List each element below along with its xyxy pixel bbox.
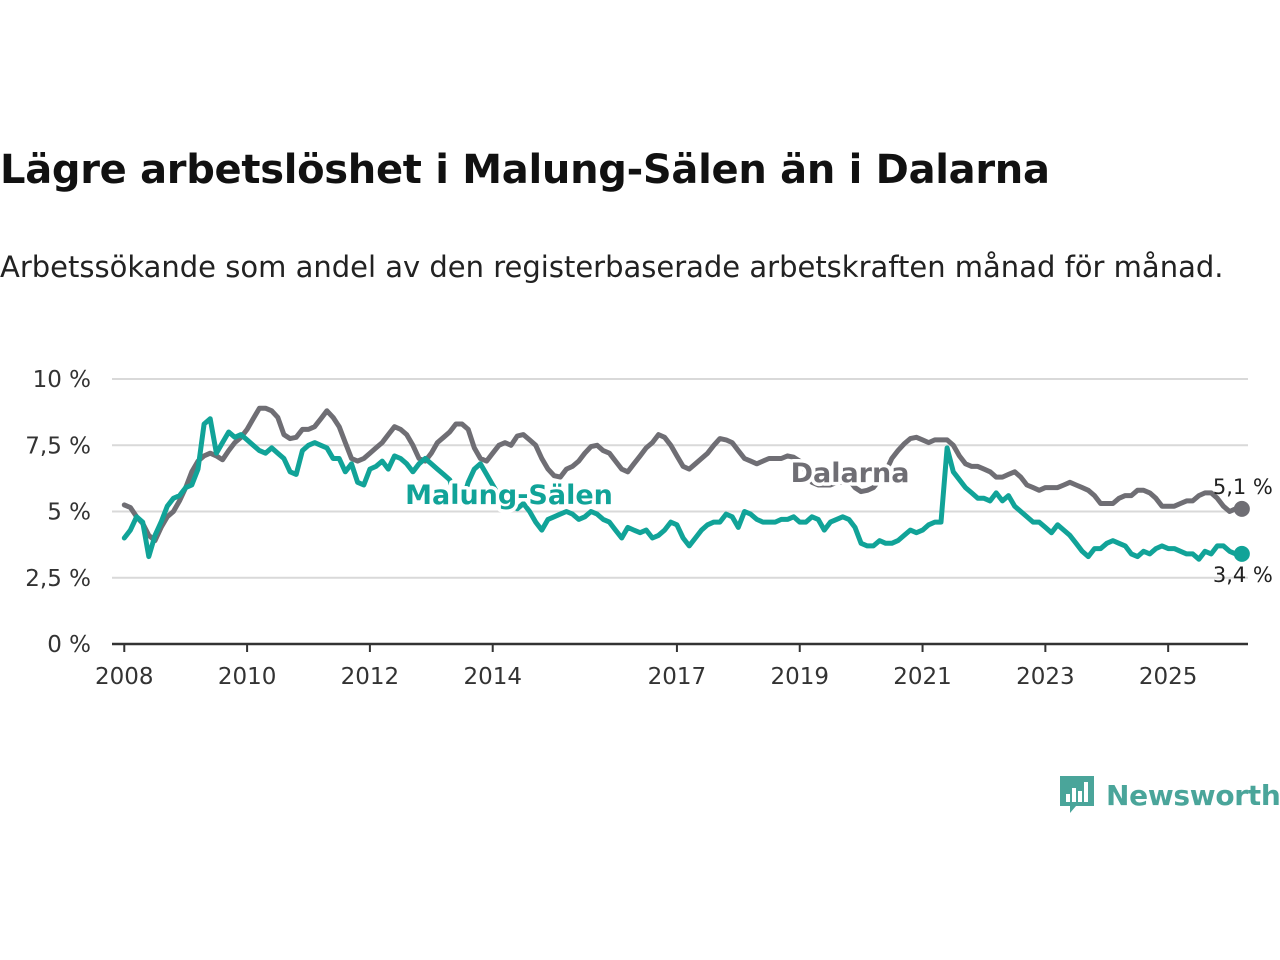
y-tick-label: 10 % bbox=[33, 367, 91, 393]
x-tick-label: 2019 bbox=[770, 664, 829, 690]
grid-layer bbox=[112, 378, 1248, 646]
series-label-malung-salen-halo: Malung-Sälen bbox=[405, 480, 613, 511]
series-line-malung-salen bbox=[121, 416, 1245, 562]
series-line-dalarna bbox=[121, 405, 1245, 544]
newsworthy-logo-icon bbox=[1060, 776, 1094, 813]
y-tick-label: 2,5 % bbox=[25, 566, 91, 592]
x-tick-label: 2017 bbox=[648, 664, 707, 690]
series-label-dalarna: Dalarna bbox=[791, 458, 910, 489]
series-label-dalarna-halo: Dalarna bbox=[791, 458, 910, 489]
series-label-malung-salen: Malung-Sälen bbox=[405, 480, 613, 511]
end-point-malung-salen bbox=[1233, 545, 1250, 562]
x-tick-label: 2010 bbox=[218, 664, 277, 690]
x-tick-label: 2021 bbox=[893, 664, 952, 690]
x-tick-label: 2008 bbox=[95, 664, 154, 690]
tick-layer: 0 % 2,5 % 5 % 7,5 % 10 % 2008 2010 2012 2014 2017… bbox=[25, 367, 1197, 690]
x-tick-label: 2025 bbox=[1139, 664, 1198, 690]
end-label-malung-salen: 3,4 % bbox=[1213, 563, 1273, 587]
brand-logo: Newsworthy bbox=[1058, 772, 1280, 818]
end-point-dalarna bbox=[1233, 500, 1250, 517]
x-tick-label: 2014 bbox=[463, 664, 522, 690]
end-label-dalarna: 5,1 % bbox=[1213, 475, 1273, 499]
series-layer bbox=[121, 405, 1250, 562]
brand-name: Newsworthy bbox=[1106, 778, 1280, 812]
x-tick-label: 2012 bbox=[341, 664, 400, 690]
chart-subtitle: Arbetssökande som andel av den registerb… bbox=[0, 250, 1224, 284]
chart-title: Lägre arbetslöshet i Malung-Sälen än i D… bbox=[0, 147, 1050, 193]
y-tick-label: 5 % bbox=[47, 500, 91, 526]
y-tick-label: 7,5 % bbox=[25, 433, 91, 459]
line-chart: 0 % 2,5 % 5 % 7,5 % 10 % 2008 2010 2012 2014 2017… bbox=[25, 367, 1273, 690]
x-tick-label: 2023 bbox=[1016, 664, 1075, 690]
y-tick-label: 0 % bbox=[47, 632, 91, 658]
